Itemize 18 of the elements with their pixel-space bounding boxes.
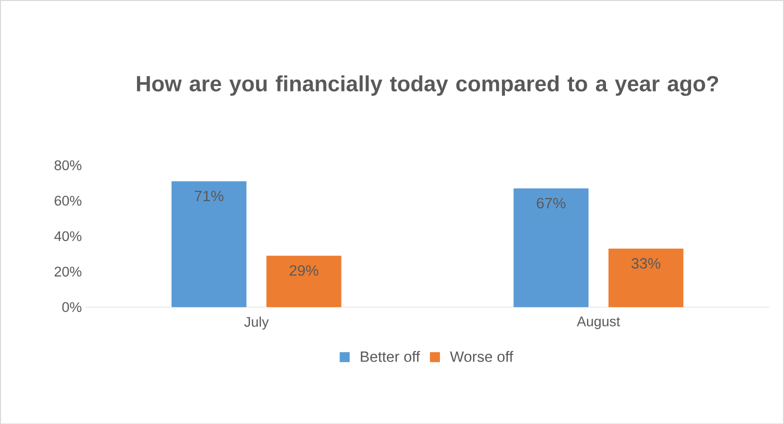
bar [266, 255, 342, 307]
bar [172, 181, 246, 307]
y-tick-label: 20% [54, 266, 82, 276]
data-label: 29% [290, 264, 318, 276]
legend-label: Worse off [450, 350, 514, 362]
data-label: 33% [632, 258, 660, 268]
y-tick-label: 80% [54, 160, 82, 170]
legend-label: Better off [360, 350, 420, 362]
chart-title: How are you financially today compared to a year ago? [136, 75, 718, 96]
data-label: 71% [194, 190, 224, 201]
x-tick-label: August [576, 316, 620, 329]
y-tick-label: 40% [54, 231, 82, 241]
bar [608, 248, 684, 307]
y-tick-label: 0% [62, 302, 82, 312]
bar [514, 188, 589, 307]
x-tick-label: July [244, 316, 269, 330]
y-tick-label: 60% [54, 196, 82, 206]
data-label: 67% [536, 198, 566, 208]
